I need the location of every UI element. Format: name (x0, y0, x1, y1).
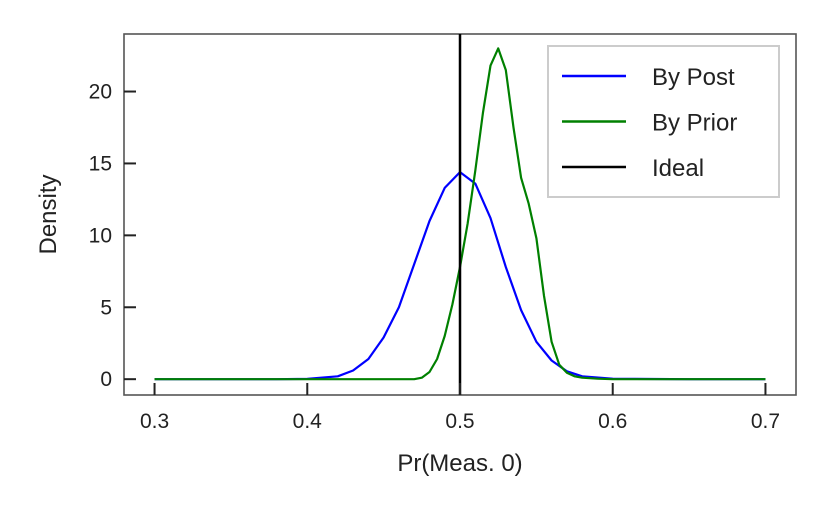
x-tick-label: 0.6 (598, 410, 627, 433)
y-tick-label: 0 (100, 368, 112, 391)
x-tick-label: 0.7 (751, 410, 780, 433)
y-tick-label: 10 (89, 224, 112, 247)
y-axis-label: Density (35, 174, 62, 254)
legend-label: Ideal (652, 155, 704, 182)
y-tick-label: 15 (89, 152, 112, 175)
x-tick-label: 0.4 (293, 410, 323, 433)
series-layer (154, 34, 766, 395)
legend-label: By Prior (652, 110, 737, 137)
x-tick-label: 0.5 (445, 410, 474, 433)
x-axis-ticks: 0.3 0.4 0.5 0.6 0.7 (140, 383, 780, 433)
legend-label: By Post (652, 64, 735, 91)
plot-area: 0.3 0.4 0.5 0.6 0.7 0 5 10 15 20 (89, 33, 797, 433)
y-axis-ticks: 0 5 10 15 20 (89, 81, 136, 391)
series-line-1 (154, 47, 766, 381)
y-tick-label: 20 (89, 81, 112, 104)
x-axis-label: Pr(Meas. 0) (397, 450, 522, 477)
y-tick-label: 5 (100, 296, 112, 319)
x-tick-label: 0.3 (140, 410, 169, 433)
legend: By Post By Prior Ideal (547, 45, 780, 198)
